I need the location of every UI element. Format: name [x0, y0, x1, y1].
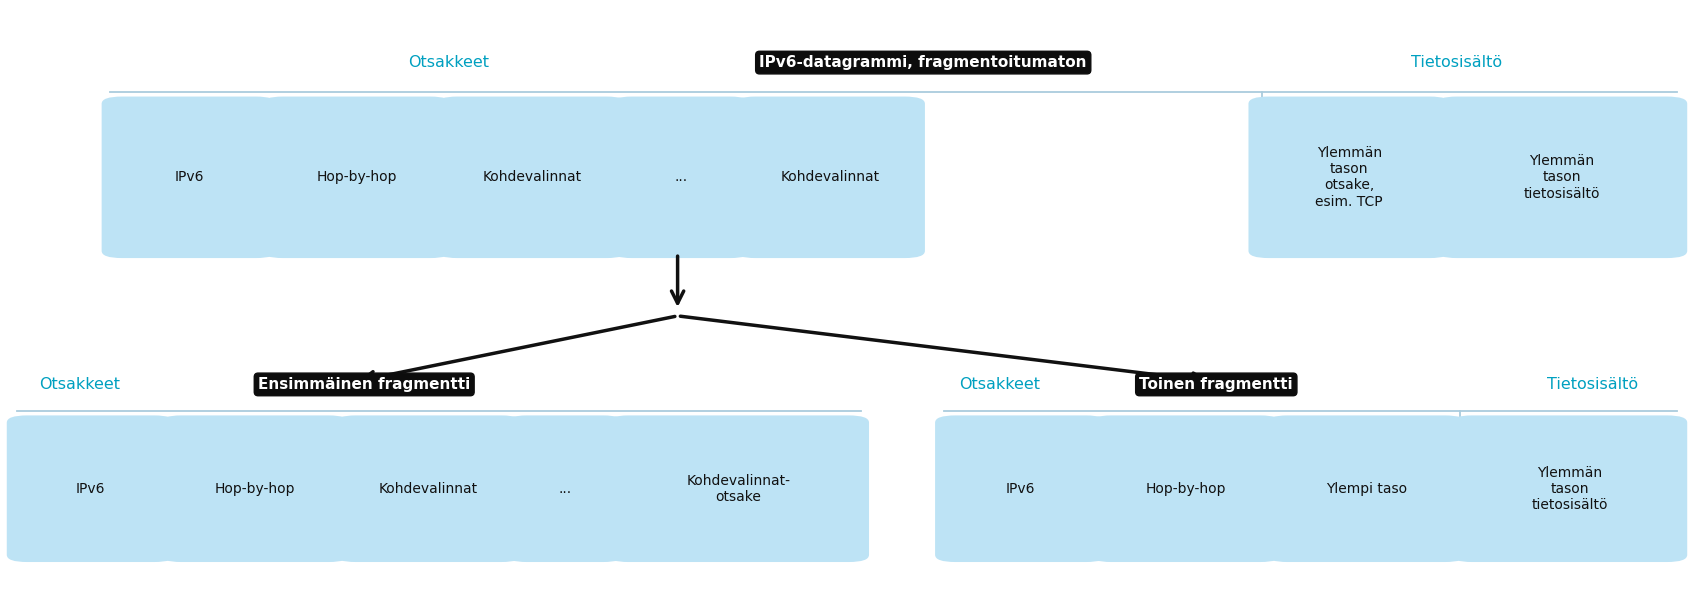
Text: Toinen fragmentti: Toinen fragmentti — [1140, 377, 1293, 392]
Text: ...: ... — [559, 482, 571, 496]
Text: IPv6-datagrammi, fragmentoitumaton: IPv6-datagrammi, fragmentoitumaton — [759, 55, 1088, 70]
Text: ...: ... — [674, 170, 688, 184]
Text: Tietosisältö: Tietosisältö — [1547, 377, 1638, 392]
Text: Ylemmän
tason
tietosisältö: Ylemmän tason tietosisältö — [1531, 465, 1608, 512]
FancyBboxPatch shape — [1248, 97, 1450, 258]
FancyBboxPatch shape — [1267, 415, 1465, 562]
Text: IPv6: IPv6 — [174, 170, 203, 184]
FancyBboxPatch shape — [102, 97, 276, 258]
FancyBboxPatch shape — [7, 415, 174, 562]
FancyBboxPatch shape — [935, 415, 1106, 562]
FancyBboxPatch shape — [161, 415, 349, 562]
FancyBboxPatch shape — [335, 415, 522, 562]
FancyBboxPatch shape — [1437, 97, 1687, 258]
Text: Ylemmän
tason
tietosisältö: Ylemmän tason tietosisältö — [1523, 154, 1601, 200]
Text: Tietosisältö: Tietosisältö — [1411, 55, 1503, 70]
FancyBboxPatch shape — [1452, 415, 1687, 562]
Text: Ensimmäinen fragmentti: Ensimmäinen fragmentti — [257, 377, 471, 392]
Text: Kohdevalinnat: Kohdevalinnat — [483, 170, 581, 184]
Text: Otsakkeet: Otsakkeet — [959, 377, 1040, 392]
Text: IPv6: IPv6 — [76, 482, 105, 496]
Text: Ylemmän
tason
otsake,
esim. TCP: Ylemmän tason otsake, esim. TCP — [1316, 146, 1382, 209]
Text: Hop-by-hop: Hop-by-hop — [1145, 482, 1226, 496]
Text: Otsakkeet: Otsakkeet — [408, 55, 490, 70]
Text: Kohdevalinnat: Kohdevalinnat — [781, 170, 879, 184]
FancyBboxPatch shape — [1091, 415, 1281, 562]
Text: Otsakkeet: Otsakkeet — [39, 377, 120, 392]
FancyBboxPatch shape — [608, 415, 869, 562]
FancyBboxPatch shape — [437, 97, 627, 258]
Text: Hop-by-hop: Hop-by-hop — [317, 170, 396, 184]
FancyBboxPatch shape — [612, 97, 750, 258]
Text: Kohdevalinnat: Kohdevalinnat — [379, 482, 478, 496]
Text: IPv6: IPv6 — [1006, 482, 1035, 496]
FancyBboxPatch shape — [735, 97, 925, 258]
FancyBboxPatch shape — [507, 415, 623, 562]
FancyBboxPatch shape — [263, 97, 451, 258]
Text: Hop-by-hop: Hop-by-hop — [215, 482, 295, 496]
Text: Kohdevalinnat-
otsake: Kohdevalinnat- otsake — [686, 474, 791, 504]
Text: Ylempi taso: Ylempi taso — [1326, 482, 1406, 496]
